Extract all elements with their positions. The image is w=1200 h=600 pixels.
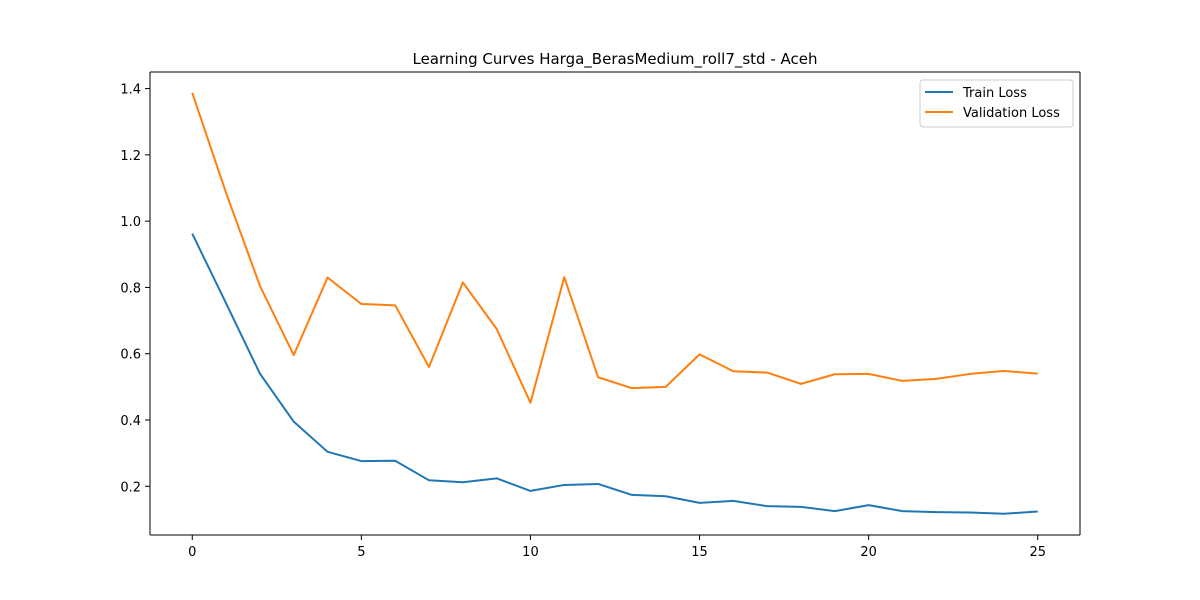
series-layer <box>191 92 1038 515</box>
axes-layer <box>149 71 1081 536</box>
y-tick-label: 0.8 <box>120 281 141 296</box>
y-tick-label: 1.0 <box>120 215 141 230</box>
x-tick-label: 10 <box>522 545 539 560</box>
legend-label-validation-loss: Validation Loss <box>963 106 1060 121</box>
legend: Train Loss Validation Loss <box>919 79 1074 128</box>
x-tick-label: 15 <box>691 545 708 560</box>
legend-label-train-loss: Train Loss <box>962 86 1027 101</box>
x-tick-label: 20 <box>860 545 877 560</box>
chart-title: Learning Curves Harga_BerasMedium_roll7_… <box>412 50 817 69</box>
series-line-validation-loss <box>191 92 1038 404</box>
legend-box <box>919 79 1074 128</box>
y-tick-label: 0.2 <box>120 480 141 495</box>
y-tick-label: 0.6 <box>120 348 141 363</box>
y-tick-label: 0.4 <box>120 414 141 429</box>
y-tick-label: 1.2 <box>120 149 141 164</box>
x-tick-label: 0 <box>188 545 196 560</box>
series-line-train-loss <box>191 233 1038 515</box>
x-tick-label: 5 <box>357 545 365 560</box>
x-tick-label: 25 <box>1029 545 1046 560</box>
y-tick-label: 1.4 <box>120 83 141 98</box>
ticks-layer: 0 5 10 15 20 25 0.2 0.4 0.6 0.8 1.0 1.2 1.4 <box>120 83 1046 560</box>
